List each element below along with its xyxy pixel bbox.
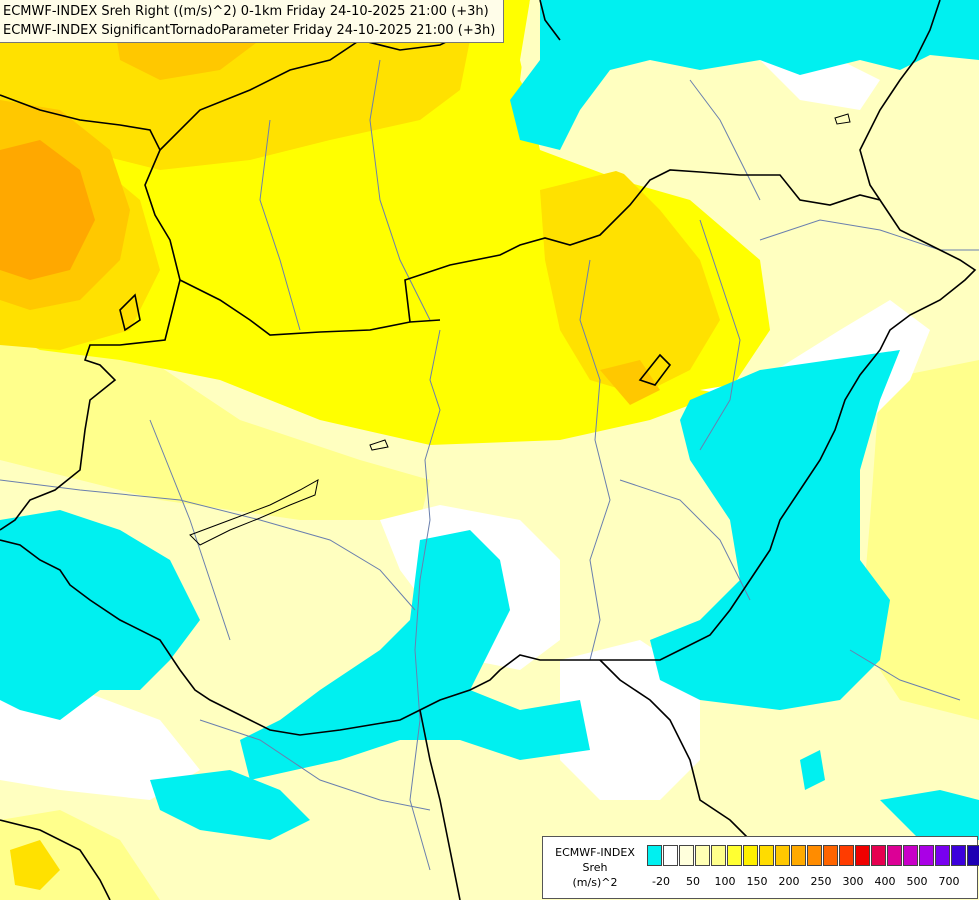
legend-swatch — [663, 845, 678, 866]
legend-swatch — [919, 845, 934, 866]
legend-swatch — [743, 845, 758, 866]
border-line — [119, 293, 141, 332]
river-line — [699, 219, 741, 451]
border-line — [638, 353, 672, 386]
field-light-yellow-east — [860, 360, 979, 720]
river-line — [409, 329, 441, 871]
legend-unit: (m/s)^2 — [572, 876, 618, 889]
field-cyan-east — [650, 350, 900, 710]
legend-source: ECMWF-INDEX — [555, 846, 635, 859]
border-line — [179, 279, 441, 336]
legend-tick-label: 50 — [686, 875, 700, 888]
legend-swatch — [855, 845, 870, 866]
field-gold-east — [540, 170, 720, 395]
river-line — [759, 219, 979, 251]
field-cyan-small — [800, 750, 825, 790]
legend-swatch — [791, 845, 806, 866]
legend-swatch — [967, 845, 979, 866]
river-line — [689, 79, 761, 201]
river-line — [259, 119, 301, 331]
field-cyan-southwest — [150, 770, 310, 840]
legend-swatch — [887, 845, 902, 866]
field-orange-nw — [0, 140, 95, 280]
legend-swatch — [951, 845, 966, 866]
river-line — [579, 259, 611, 661]
legend-tick-label: -20 — [652, 875, 670, 888]
legend-swatch — [647, 845, 662, 866]
lake-outline — [189, 479, 319, 546]
color-legend: ECMWF-INDEX Sreh (m/s)^2 -20 50 100 150 200 2… — [542, 836, 979, 899]
legend-label: ECMWF-INDEX Sreh (m/s)^2 — [547, 845, 643, 890]
field-orange-small — [600, 360, 660, 405]
river-line — [849, 649, 961, 701]
river-line — [149, 419, 231, 641]
river-line — [0, 479, 416, 611]
legend-swatch — [679, 845, 694, 866]
field-yellow-sw — [10, 840, 60, 890]
legend-tick-label: 150 — [746, 875, 768, 888]
legend-swatch — [935, 845, 950, 866]
field-cyan-southeast — [880, 790, 979, 840]
rivers — [0, 59, 979, 871]
legend-tick-label: 100 — [714, 875, 736, 888]
river-line — [619, 479, 751, 601]
legend-swatch — [903, 845, 918, 866]
border-line — [419, 709, 461, 900]
map-title-line-1: ECMWF-INDEX Sreh Right ((m/s)^2) 0-1km F… — [3, 4, 489, 19]
legend-swatch — [759, 845, 774, 866]
border-line — [0, 819, 111, 900]
legend-tick-label: 200 — [778, 875, 800, 888]
legend-swatch — [695, 845, 710, 866]
legend-swatch — [807, 845, 822, 866]
river-line — [199, 719, 431, 811]
legend-swatch — [775, 845, 790, 866]
map-title-line-2: ECMWF-INDEX SignificantTornadoParameter … — [3, 23, 496, 38]
legend-tick-label: 500 — [906, 875, 928, 888]
legend-swatch — [839, 845, 854, 866]
legend-swatch — [727, 845, 742, 866]
legend-tick-label: 400 — [874, 875, 896, 888]
legend-tick-label: 300 — [842, 875, 864, 888]
border-line — [599, 659, 751, 841]
legend-swatch — [711, 845, 726, 866]
legend-tick-label: 700 — [938, 875, 960, 888]
legend-variable: Sreh — [582, 861, 608, 874]
border-line — [0, 94, 181, 531]
border-line — [539, 0, 561, 41]
river-line — [369, 59, 431, 321]
legend-swatch — [871, 845, 886, 866]
field-cyan-west — [0, 510, 200, 720]
field-cyan-north — [510, 0, 979, 150]
border-line — [859, 0, 941, 201]
small-lake — [369, 439, 389, 451]
legend-swatches — [647, 845, 979, 866]
border-line — [0, 169, 977, 736]
map-title-box: ECMWF-INDEX Sreh Right ((m/s)^2) 0-1km F… — [0, 0, 505, 43]
small-lake — [834, 113, 851, 125]
legend-tick-label: 250 — [810, 875, 832, 888]
legend-swatch — [823, 845, 838, 866]
